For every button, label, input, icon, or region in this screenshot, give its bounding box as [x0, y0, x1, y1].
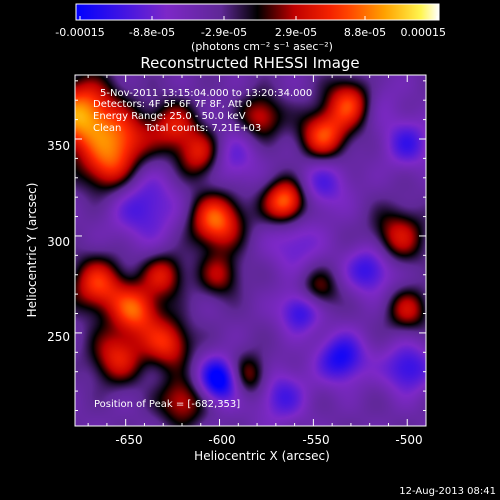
- colorbar-tick-label: -2.9e-05: [201, 26, 247, 39]
- x-tick-label: -600: [208, 433, 235, 447]
- annotation-energy: Energy Range: 25.0 - 50.0 keV: [93, 111, 246, 122]
- colorbar-tick-label: 0.00015: [401, 26, 447, 39]
- axis-ticks: [75, 75, 427, 426]
- colorbar-tick-label: 8.8e-05: [344, 26, 386, 39]
- x-axis-label: Heliocentric X (arcsec): [194, 449, 330, 463]
- annotation-detectors: Detectors: 4F 5F 6F 7F 8F, Att 0: [93, 99, 252, 110]
- chart-title: Reconstructed RHESSI Image: [140, 54, 359, 72]
- footer-date: 12-Aug-2013 08:41: [399, 486, 496, 497]
- annotation-block: 5-Nov-2011 13:15:04.000 to 13:20:34.000 …: [93, 88, 312, 410]
- annotation-method: Clean: [93, 123, 121, 134]
- heatmap-image: [75, 75, 426, 426]
- annotation-counts: Total counts: 7.21E+03: [144, 123, 261, 134]
- colorbar-tick-label: -8.8e-05: [129, 26, 175, 39]
- plot-area: [74, 74, 427, 427]
- heatmap-image-holder: [75, 75, 426, 426]
- colorbar-gradient: [76, 4, 439, 20]
- plot-frame: [74, 74, 427, 427]
- annotation-peak: Position of Peak = [-682,353]: [94, 399, 240, 410]
- colorbar-ticks: [79, 16, 438, 20]
- x-tick-label: -500: [395, 433, 422, 447]
- y-tick-label: 250: [47, 330, 70, 344]
- x-tick-label: -650: [115, 433, 142, 447]
- colorbar-frame: [75, 3, 440, 21]
- colorbar: -0.00015 -8.8e-05 -2.9e-05 2.9e-05 8.8e-…: [55, 3, 447, 53]
- y-tick-label: 350: [47, 139, 70, 153]
- y-axis-label: Heliocentric Y (arcsec): [25, 183, 39, 318]
- x-tick-label: -550: [302, 433, 329, 447]
- annotation-time: 5-Nov-2011 13:15:04.000 to 13:20:34.000: [100, 88, 312, 99]
- colorbar-tick-label: 2.9e-05: [275, 26, 317, 39]
- y-tick-label: 300: [47, 235, 70, 249]
- colorbar-unit-label: (photons cm⁻² s⁻¹ asec⁻²): [191, 40, 333, 53]
- colorbar-tick-label: -0.00015: [55, 26, 104, 39]
